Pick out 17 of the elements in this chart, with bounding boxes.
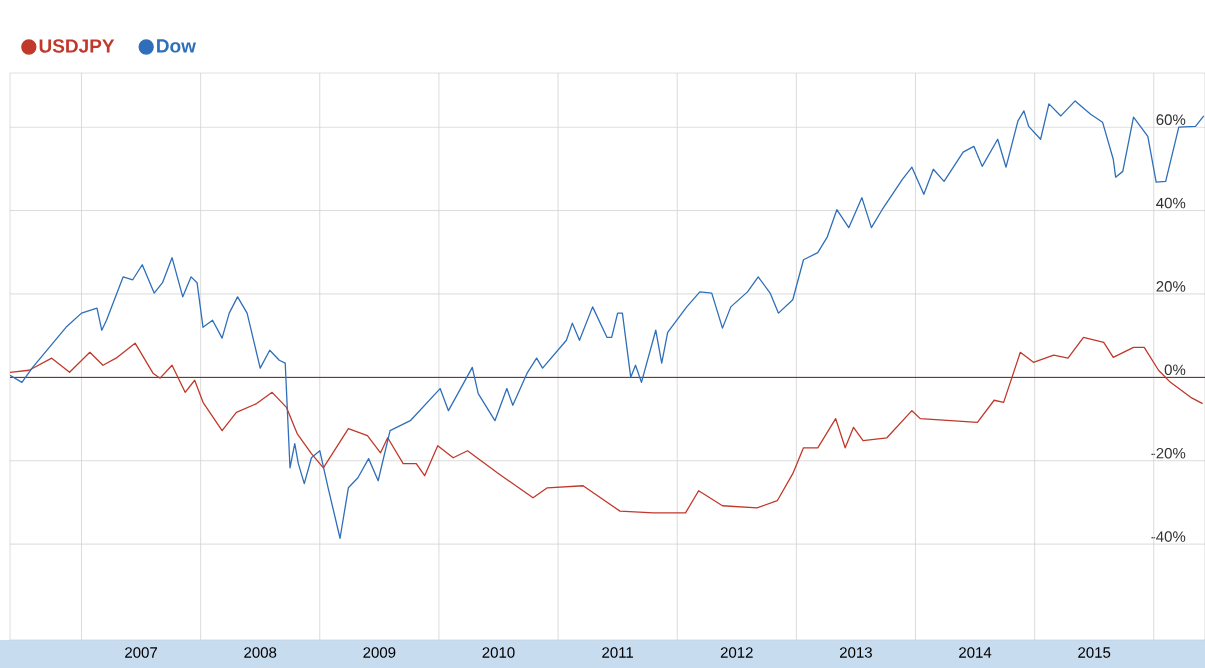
x-tick-label: 2015 [1078,647,1111,658]
y-tick-label: 60% [1156,114,1186,125]
x-tick-label: 2008 [244,647,277,658]
x-tick-label: 2012 [720,647,753,658]
y-tick-label: -40% [1151,531,1186,542]
y-tick-label: -20% [1151,447,1186,459]
x-tick-label: 2009 [363,647,396,658]
y-tick-label: 40% [1156,197,1186,209]
x-tick-label: 2011 [602,647,634,658]
legend-label: USDJPY [39,39,115,53]
x-tick-label: 2014 [959,647,992,658]
legend-label: Dow [157,39,196,53]
y-tick-label: 0% [1164,364,1186,376]
x-tick-label: 2007 [125,647,157,658]
x-tick-label: 2013 [839,647,872,658]
y-tick-label: 20% [1156,281,1186,292]
x-tick-label: 2010 [482,647,515,658]
